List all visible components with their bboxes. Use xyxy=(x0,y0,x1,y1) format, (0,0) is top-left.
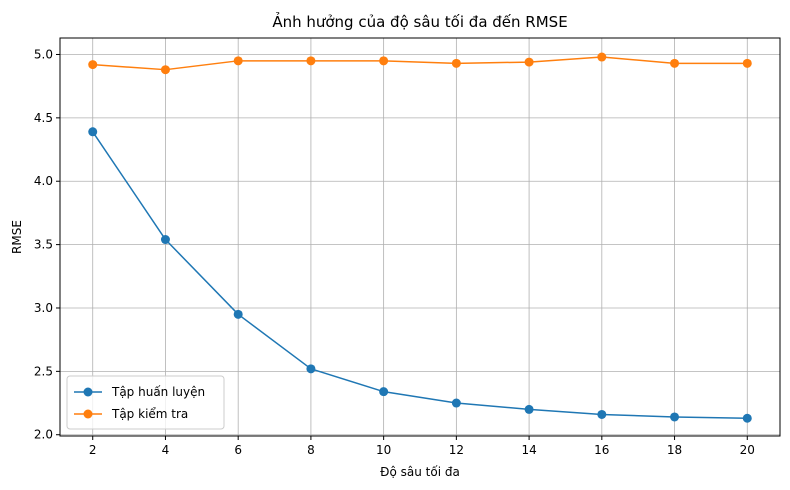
data-point xyxy=(597,52,607,62)
x-tick-label: 20 xyxy=(740,443,755,457)
chart-title: Ảnh hưởng của độ sâu tối đa đến RMSE xyxy=(272,11,567,31)
data-point xyxy=(379,56,389,66)
series-line xyxy=(92,56,748,71)
legend-label: Tập huấn luyện xyxy=(111,385,205,399)
data-point xyxy=(88,127,98,137)
x-tick-label: 8 xyxy=(307,443,315,457)
y-tick-label: 4.5 xyxy=(34,111,53,125)
x-tick-label: 14 xyxy=(521,443,536,457)
y-tick-label: 3.0 xyxy=(34,301,53,315)
x-tick-label: 2 xyxy=(89,443,97,457)
data-point xyxy=(306,364,316,374)
x-tick-label: 10 xyxy=(376,443,391,457)
y-tick-label: 5.0 xyxy=(34,47,53,61)
legend-label: Tập kiểm tra xyxy=(111,407,188,421)
data-point xyxy=(670,412,680,422)
x-tick-label: 12 xyxy=(449,443,464,457)
x-tick-label: 4 xyxy=(162,443,170,457)
y-axis-label: RMSE xyxy=(10,220,24,254)
y-tick-label: 4.0 xyxy=(34,174,53,188)
data-point xyxy=(742,58,752,68)
y-tick-label: 3.5 xyxy=(34,238,53,252)
legend: Tập huấn luyện Tập kiểm tra xyxy=(66,375,225,430)
data-point xyxy=(233,309,243,319)
legend-box xyxy=(66,375,225,430)
legend-swatch-marker xyxy=(83,387,93,397)
data-point xyxy=(670,58,680,68)
data-point xyxy=(597,409,607,419)
y-axis: 2.0 2.5 3.0 3.5 4.0 4.5 5.0 xyxy=(34,47,60,442)
grid xyxy=(60,38,780,436)
data-point xyxy=(524,57,534,67)
x-axis: 2 4 6 8 10 12 14 16 18 20 xyxy=(89,436,755,457)
data-point xyxy=(451,58,461,68)
data-point xyxy=(306,56,316,66)
series-layer xyxy=(88,52,752,423)
data-point xyxy=(379,387,389,397)
data-point xyxy=(88,60,98,70)
x-tick-label: 16 xyxy=(594,443,609,457)
legend-swatch-marker xyxy=(83,409,93,419)
data-point xyxy=(742,413,752,423)
series-0 xyxy=(88,127,752,423)
series-1 xyxy=(88,52,752,75)
series-line xyxy=(92,131,748,420)
x-tick-label: 18 xyxy=(667,443,682,457)
data-point xyxy=(524,404,534,414)
data-point xyxy=(451,398,461,408)
plot-frame xyxy=(59,37,781,437)
data-point xyxy=(160,65,170,75)
y-tick-label: 2.0 xyxy=(34,428,53,442)
data-point xyxy=(160,235,170,245)
x-axis-label: Độ sâu tối đa xyxy=(380,465,460,479)
x-tick-label: 6 xyxy=(234,443,242,457)
y-tick-label: 2.5 xyxy=(34,364,53,378)
data-point xyxy=(233,56,243,66)
